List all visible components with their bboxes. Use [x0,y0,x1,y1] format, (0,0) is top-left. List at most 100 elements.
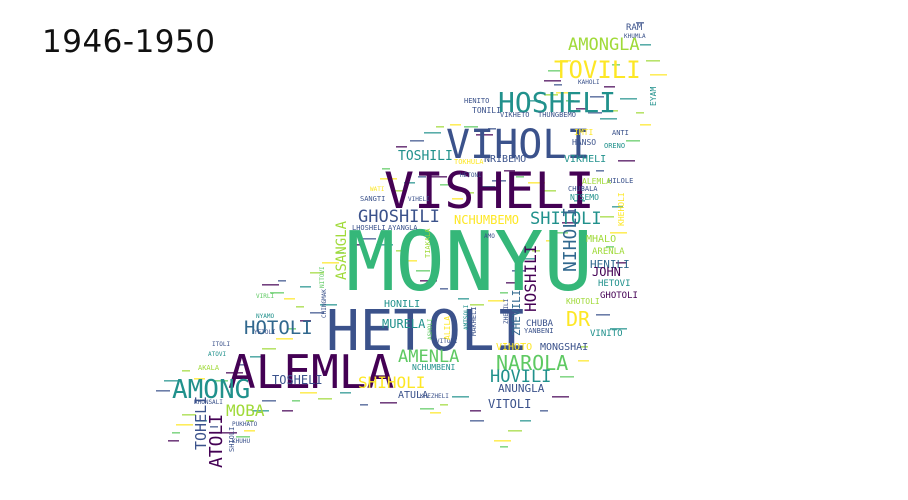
filler-micro-word [466,192,474,194]
cloud-word: HETOLI [326,299,528,364]
filler-micro-word [542,190,556,192]
cloud-word: VITOLI [488,397,531,411]
filler-micro-word [176,424,193,426]
cloud-word: HETONI [460,172,482,179]
filler-micro-word [588,112,602,114]
cloud-word: ATULA [398,390,428,401]
filler-micro-word [436,126,444,128]
cloud-word: AMONG [172,375,250,405]
filler-micro-word [452,198,463,200]
filler-micro-word [604,86,615,88]
filler-micro-word [600,216,614,218]
cloud-word: ZHEVILI [510,290,523,336]
filler-micro-word [156,390,170,392]
cloud-word: VISHELI [384,162,595,220]
filler-micro-word [556,92,573,94]
cloud-word: YANBENI [524,327,554,335]
filler-micro-word [546,240,557,242]
filler-micro-word [494,440,511,442]
cloud-word: MOBA [226,401,265,420]
cloud-word: TIAKALA [424,228,432,258]
filler-micro-word [194,378,205,380]
filler-micro-word [420,408,434,410]
page-title: 1946-1950 [42,24,216,60]
filler-micro-word [276,338,293,340]
filler-micro-word [452,396,469,398]
cloud-word: VIKHELI [564,154,606,165]
filler-micro-word [406,260,417,262]
filler-micro-word [610,232,627,234]
cloud-word: LHOSHELI [352,224,386,232]
filler-micro-word [404,182,415,184]
filler-micro-word [640,124,651,126]
filler-micro-word [362,238,376,240]
cloud-word: TOKHULA [454,158,484,166]
filler-micro-word [440,184,454,186]
filler-micro-word [470,410,481,412]
cloud-word: ANUNGLA [498,382,545,395]
cloud-word: AMONGLA [568,35,640,55]
filler-micro-word [430,412,441,414]
cloud-word: TOHELI [192,396,210,450]
filler-micro-word [500,446,508,448]
filler-micro-word [418,176,426,178]
filler-micro-word [610,328,627,330]
cloud-word: ASHOLI [427,318,434,340]
filler-micro-word [620,98,637,100]
filler-micro-word [560,376,574,378]
filler-micro-word [252,410,269,412]
filler-micro-word [262,400,276,402]
filler-micro-word [246,420,254,422]
filler-micro-word [360,404,368,406]
filler-micro-word [238,364,246,366]
cloud-word: HONILI [384,299,420,310]
filler-micro-word [168,440,179,442]
cloud-word: RHONSALI [194,399,223,406]
filler-micro-word [596,170,604,172]
filler-micro-word [554,232,568,234]
filler-micro-word [554,84,562,86]
filler-micro-word [278,280,286,282]
cloud-word: WATI [370,186,385,193]
filler-micro-word [300,392,317,394]
filler-micro-word [568,210,576,212]
cloud-word: NAROLA [496,351,568,375]
filler-micro-word [284,298,295,300]
filler-micro-word [310,312,324,314]
filler-micro-word [530,100,541,102]
filler-micro-word [492,180,506,182]
filler-micro-word [282,410,293,412]
cloud-word: IMTI [574,128,593,137]
filler-micro-word [296,306,304,308]
cloud-word: MHALO [586,234,616,245]
filler-micro-word [320,304,337,306]
cloud-word: CHINGMAK [321,289,328,318]
filler-micro-word [612,64,620,66]
filler-micro-word [578,360,589,362]
filler-micro-word [650,74,667,76]
cloud-word: SHITOLI [530,209,602,229]
filler-micro-word [300,320,311,322]
filler-micro-word [640,44,651,46]
cloud-word: VINITO [590,329,623,339]
filler-micro-word [476,134,493,136]
filler-micro-word [562,222,579,224]
filler-micro-word [310,272,324,274]
cloud-word: HOSHILI [521,245,540,312]
filler-micro-word [236,436,250,438]
cloud-word: ALEMLA [582,177,611,186]
cloud-word: HOTOLI [244,317,313,339]
filler-micro-word [470,304,484,306]
cloud-word: ALILA [443,316,452,340]
filler-micro-word [544,94,558,96]
cloud-word: AMTSOLI [463,304,470,330]
cloud-word: HOVILI [490,367,551,387]
filler-micro-word [336,252,344,254]
cloud-word: NCHUMBEMO [454,213,519,227]
filler-micro-word [322,262,339,264]
filler-micro-word [292,400,300,402]
filler-micro-word [544,80,561,82]
filler-micro-word [350,244,361,246]
cloud-word: PUKHATO [232,421,258,428]
